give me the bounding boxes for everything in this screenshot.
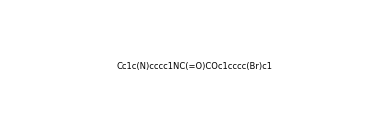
Text: Cc1c(N)cccc1NC(=O)COc1cccc(Br)c1: Cc1c(N)cccc1NC(=O)COc1cccc(Br)c1 [117, 62, 273, 71]
